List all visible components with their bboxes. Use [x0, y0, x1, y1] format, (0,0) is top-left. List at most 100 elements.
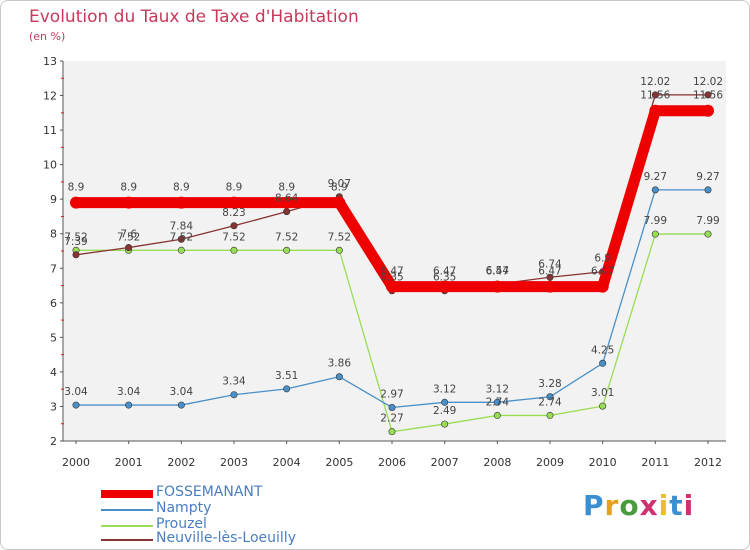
- data-point: [177, 246, 185, 254]
- legend-label: Neuville-lès-Loeuilly: [156, 530, 296, 546]
- data-label: 3.12: [433, 383, 456, 395]
- legend-label: Nampty: [156, 500, 212, 516]
- chart-title: Evolution du Taux de Taxe d'Habitation: [29, 7, 359, 27]
- data-label: 7.99: [644, 215, 667, 227]
- data-point: [125, 244, 133, 252]
- data-point: [546, 411, 554, 419]
- legend-swatch: [101, 539, 153, 541]
- proxiti-logo: Proxiti: [583, 489, 695, 522]
- x-tick-label: 2008: [483, 456, 511, 469]
- data-point: [599, 402, 607, 410]
- data-point: [544, 280, 556, 293]
- data-point: [651, 230, 659, 238]
- x-tick-label: 2001: [115, 456, 143, 469]
- data-label: 9.27: [696, 171, 719, 183]
- data-point: [596, 280, 609, 293]
- chart-subtitle: (en %): [29, 30, 66, 43]
- y-tick-label: 10: [43, 159, 57, 172]
- data-point: [493, 411, 501, 419]
- data-label: 3.04: [170, 386, 194, 398]
- y-tick-label: 8: [50, 228, 57, 241]
- data-point: [230, 391, 238, 399]
- y-tick-label: 7: [50, 262, 57, 275]
- data-point: [493, 398, 501, 406]
- data-point: [230, 222, 238, 230]
- data-point: [388, 403, 396, 411]
- data-point: [280, 196, 293, 209]
- data-label: 3.04: [117, 386, 141, 398]
- data-point: [599, 359, 607, 367]
- data-point: [649, 104, 662, 117]
- data-label: 12.02: [693, 76, 723, 88]
- x-tick-label: 2005: [325, 456, 353, 469]
- data-point: [283, 246, 291, 254]
- x-tick-label: 2002: [167, 456, 195, 469]
- data-label: 6.35: [433, 272, 456, 284]
- y-tick-label: 5: [50, 331, 57, 344]
- data-label: 6.47: [591, 266, 614, 278]
- plot-area: [63, 61, 726, 441]
- data-label: 4.25: [591, 344, 614, 356]
- data-label: 6.47: [380, 266, 403, 278]
- data-point: [72, 251, 80, 259]
- data-point: [441, 420, 449, 428]
- data-label: 2.97: [380, 388, 403, 400]
- y-tick-label: 12: [43, 90, 57, 103]
- data-point: [230, 246, 238, 254]
- data-label: 3.04: [64, 386, 88, 398]
- data-label: 11.56: [693, 90, 723, 102]
- data-label: 8.64: [275, 193, 299, 205]
- data-label: 7.6: [120, 229, 137, 241]
- legend-swatch: [101, 525, 153, 527]
- data-label: 3.34: [222, 376, 246, 388]
- data-point: [386, 280, 398, 293]
- legend-label: FOSSEMANANT: [156, 484, 263, 500]
- data-point: [177, 235, 185, 243]
- data-point: [283, 385, 291, 393]
- data-point: [333, 196, 346, 209]
- data-label: 8.9: [331, 182, 348, 194]
- y-tick-label: 3: [50, 400, 57, 413]
- x-tick-label: 2012: [694, 456, 722, 469]
- data-label: 11.56: [640, 90, 670, 102]
- x-tick-label: 2004: [273, 456, 301, 469]
- data-label: 3.12: [486, 383, 509, 395]
- y-tick-label: 6: [50, 297, 57, 310]
- data-label: 7.52: [170, 231, 193, 243]
- data-label: 2.74: [538, 396, 562, 408]
- data-label: 6.47: [538, 266, 561, 278]
- data-label: 3.01: [591, 387, 614, 399]
- data-label: 7.52: [222, 231, 245, 243]
- legend-label: Prouzel: [156, 516, 207, 532]
- data-point: [702, 104, 714, 117]
- x-tick-label: 2011: [641, 456, 669, 469]
- data-point: [441, 398, 449, 406]
- data-label: 8.9: [278, 182, 295, 194]
- y-tick-label: 11: [43, 124, 57, 137]
- data-point: [70, 196, 82, 209]
- data-label: 6.35: [380, 272, 403, 284]
- data-point: [335, 373, 343, 381]
- data-point: [704, 91, 712, 99]
- data-point: [388, 428, 396, 436]
- data-label: 9.27: [644, 171, 667, 183]
- y-tick-label: 13: [43, 55, 57, 68]
- data-point: [335, 246, 343, 254]
- data-label: 8.9: [226, 182, 243, 194]
- data-label: 6.47: [433, 266, 456, 278]
- data-point: [704, 186, 712, 194]
- data-label: 3.28: [538, 378, 561, 390]
- data-point: [283, 208, 291, 216]
- data-label: 7.52: [328, 231, 351, 243]
- data-point: [704, 230, 712, 238]
- legend-swatch: [101, 509, 153, 511]
- x-tick-label: 2003: [220, 456, 248, 469]
- data-label: 8.9: [68, 182, 85, 194]
- data-point: [546, 393, 554, 401]
- data-label: 7.99: [696, 215, 719, 227]
- legend-swatch: [101, 490, 153, 498]
- data-label: 8.9: [120, 182, 137, 194]
- data-label: 2.74: [486, 396, 510, 408]
- data-label: 6.74: [538, 258, 562, 270]
